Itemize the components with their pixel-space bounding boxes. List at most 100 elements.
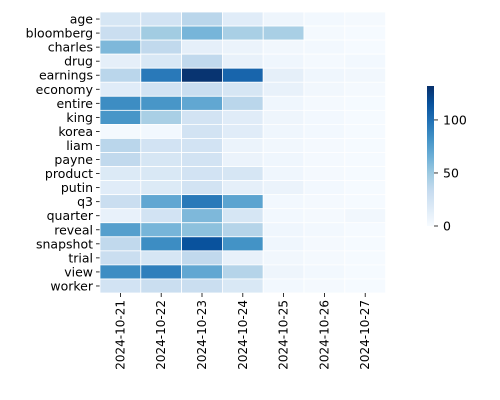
row-label: king [66,110,93,125]
heatmap-cell [140,124,183,139]
heatmap-cell [99,180,142,196]
heatmap-cell [221,222,264,238]
heatmap-cell [303,81,346,97]
heatmap-cell [140,81,183,97]
heatmap-cell [140,208,183,224]
heatmap-cell [99,138,142,153]
heatmap-cell [221,194,264,210]
heatmap-cell [140,67,183,83]
heatmap-cell [221,250,264,266]
column-label: 2024-10-26 [317,300,331,370]
row-label: age [70,12,94,27]
heatmap-cell [221,208,264,224]
heatmap-cell [262,236,305,252]
heatmap-cell [262,250,305,266]
heatmap-cell [262,11,305,27]
heatmap-cell [181,180,223,196]
row-label: product [45,166,93,181]
heatmap-cell [181,278,223,294]
heatmap-cell [303,236,346,252]
heatmap-cell [344,53,386,69]
row-label: bloomberg [26,26,93,41]
heatmap-cell [140,39,183,55]
row-labels: agebloombergcharlesdrugearningseconomyen… [26,12,100,293]
row-label: liam [66,138,93,153]
heatmap-cell [99,222,142,238]
heatmap-cell [140,222,183,238]
heatmap-cell [181,11,223,27]
heatmap-cell [181,95,223,111]
heatmap-cell [99,166,142,182]
heatmap-cell [262,138,305,153]
heatmap-cells [99,11,386,294]
column-labels: 2024-10-21 2024-10-22 2024-10-23 2024-10-24… [113,293,372,370]
heatmap-cell [181,109,223,125]
row-label: worker [50,278,93,293]
heatmap-cell [140,53,183,69]
row-label: entire [56,96,93,111]
heatmap-cell [99,109,142,125]
column-label: 2024-10-21 [113,300,127,370]
heatmap-cell [344,124,386,139]
column-label: 2024-10-22 [154,300,168,370]
heatmap-cell [99,278,142,294]
heatmap-cell [344,222,386,238]
heatmap-cell [262,53,305,69]
heatmap-cell [303,166,346,182]
heatmap-cell [181,39,223,55]
heatmap-cell [221,264,264,280]
heatmap-cell [140,250,183,266]
heatmap-cell [303,278,346,294]
heatmap-cell [99,39,142,55]
colorbar-gradient [427,86,434,226]
heatmap-cell [99,11,142,27]
heatmap-cell [99,81,142,97]
heatmap-cell [262,180,305,196]
heatmap-cell [181,250,223,266]
heatmap-cell [140,194,183,210]
heatmap-cell [303,194,346,210]
column-label: 2024-10-24 [236,300,250,370]
heatmap-cell [221,236,264,252]
heatmap-cell [181,208,223,224]
heatmap-cell [221,95,264,111]
row-label: korea [58,124,93,139]
heatmap-cell [303,222,346,238]
heatmap-cell [140,11,183,27]
heatmap-cell [181,166,223,182]
colorbar-tick-label: 0 [443,219,451,234]
heatmap-cell [99,95,142,111]
heatmap-cell [303,109,346,125]
heatmap-cell [181,194,223,210]
heatmap-cell [344,39,386,55]
heatmap-cell [140,236,183,252]
heatmap-cell [221,138,264,153]
heatmap-cell [181,25,223,41]
heatmap-cell [181,222,223,238]
heatmap-cell [140,278,183,294]
column-label: 2024-10-25 [277,300,291,370]
heatmap-cell [99,53,142,69]
row-label: view [64,264,93,279]
heatmap-cell [303,138,346,153]
heatmap-cell [221,124,264,139]
heatmap-cell [262,264,305,280]
heatmap-cell [140,166,183,182]
row-label: earnings [39,68,93,83]
row-label: economy [36,82,94,97]
heatmap-cell [221,25,264,41]
heatmap-cell [140,95,183,111]
heatmap-cell [262,81,305,97]
heatmap-cell [303,11,346,27]
row-label: q3 [77,194,93,209]
heatmap-cell [262,222,305,238]
row-label: putin [61,180,93,195]
heatmap-cell [99,264,142,280]
heatmap-cell [99,152,142,167]
heatmap-cell [140,109,183,125]
heatmap-cell [344,278,386,294]
heatmap-cell [181,67,223,83]
heatmap-cell [221,39,264,55]
heatmap-cell [344,109,386,125]
